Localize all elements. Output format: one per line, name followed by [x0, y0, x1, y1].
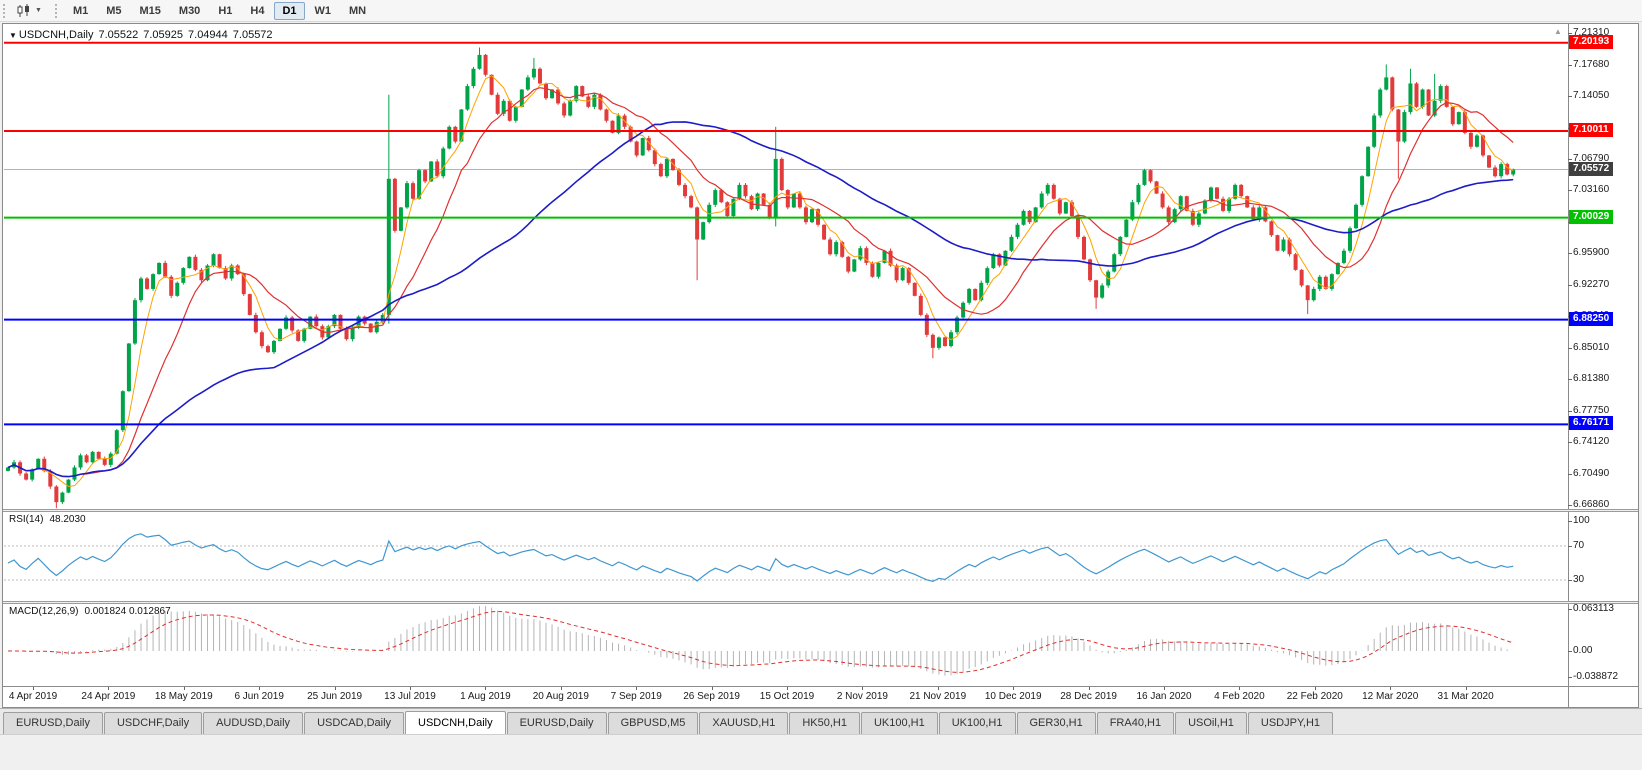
- timeframe-button-h1[interactable]: H1: [218, 4, 233, 17]
- chart-tab-eurusd-daily[interactable]: EURUSD,Daily: [506, 712, 607, 734]
- timeframe-button-d1[interactable]: D1: [274, 1, 305, 20]
- macd-pane-splitter[interactable]: [3, 601, 1638, 604]
- timeframe-button-w1[interactable]: W1: [314, 4, 332, 17]
- timeframe-toolbar: M1 M5 M15 M30 H1 H4 D1 W1 MN: [64, 1, 375, 20]
- chart-tab-gbpusd-m5[interactable]: GBPUSD,M5: [607, 712, 699, 734]
- price-axis-separator[interactable]: [1568, 24, 1569, 707]
- chart-tab-audusd-daily[interactable]: AUDUSD,Daily: [203, 712, 304, 734]
- toolbar-grip[interactable]: [3, 3, 7, 18]
- timeframe-button-m5[interactable]: M5: [106, 4, 122, 17]
- toolbar-separator: [54, 3, 59, 18]
- chart-tab-uk100-h1[interactable]: UK100,H1: [860, 712, 938, 734]
- date-axis-separator: [3, 686, 1638, 687]
- chart-frame: [2, 23, 1639, 708]
- timeframe-button-h4[interactable]: H4: [250, 4, 265, 17]
- chart-tab-eurusd-daily[interactable]: EURUSD,Daily: [3, 712, 103, 734]
- toolbar: ▼ M1 M5 M15 M30 H1 H4 D1 W1 MN: [0, 0, 1642, 22]
- chart-tab-xauusd-h1[interactable]: XAUUSD,H1: [699, 712, 789, 734]
- dropdown-caret-icon: ▼: [35, 7, 42, 14]
- timeframe-button-m1[interactable]: M1: [72, 4, 89, 17]
- chart-tab-ger30-h1[interactable]: GER30,H1: [1016, 712, 1096, 734]
- chart-tab-hk50-h1[interactable]: HK50,H1: [789, 712, 860, 734]
- chart-tab-usdchf-daily[interactable]: USDCHF,Daily: [103, 712, 203, 734]
- chart-tabbar: EURUSD,Daily USDCHF,Daily AUDUSD,Daily USDC…: [0, 708, 1642, 734]
- rsi-pane-splitter[interactable]: [3, 509, 1638, 512]
- candlestick-chart-icon: [17, 3, 29, 17]
- chart-tab-usdcnh-daily[interactable]: USDCNH,Daily: [405, 711, 506, 734]
- chart-tab-usdjpy-h1[interactable]: USDJPY,H1: [1247, 712, 1334, 734]
- chart-tab-fra40-h1[interactable]: FRA40,H1: [1096, 712, 1175, 734]
- timeframe-button-m15[interactable]: M15: [139, 4, 161, 17]
- chart-tab-usoil-h1[interactable]: USOil,H1: [1175, 712, 1247, 734]
- chart-tab-uk100-h1[interactable]: UK100,H1: [938, 712, 1016, 734]
- chart-type-button[interactable]: ▼: [12, 3, 46, 19]
- status-bar: [0, 734, 1642, 770]
- timeframe-button-m30[interactable]: M30: [178, 4, 201, 17]
- chart-tab-usdcad-daily[interactable]: USDCAD,Daily: [304, 712, 405, 734]
- timeframe-button-mn[interactable]: MN: [349, 4, 367, 17]
